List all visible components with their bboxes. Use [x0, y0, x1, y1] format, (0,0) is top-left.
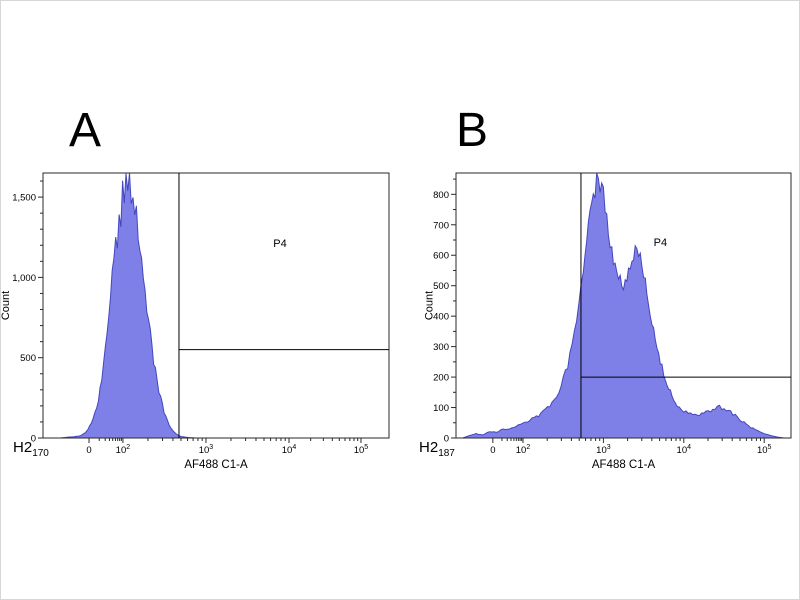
panel-a-histogram-plot: 0 500 1,000 1,500 0 102 103 104 105 P4 AF488 C1-A C…	[0, 172, 390, 471]
y-tick-label: 200	[433, 373, 449, 384]
x-tick-label: 0	[490, 445, 495, 456]
x-tick-label: 104	[677, 444, 692, 456]
panel-b-sample-label: H2187	[419, 439, 455, 459]
x-tick-label: 102	[516, 444, 531, 456]
panel-b-histogram-plot: 0 100 200 300 400 500 600 700 800 0 102 103 104 105 P4…	[423, 172, 792, 471]
panel-a-letter: A	[69, 104, 102, 157]
y-tick-label: 0	[444, 434, 449, 445]
x-tick-label: 105	[757, 444, 772, 456]
y-tick-label: 500	[20, 353, 36, 364]
x-tick-label: 103	[596, 444, 611, 456]
y-tick-label: 500	[433, 281, 449, 292]
y-tick-label: 700	[433, 220, 449, 231]
x-axis-title: AF488 C1-A	[184, 459, 248, 471]
gate-label: P4	[654, 237, 667, 249]
x-tick-label: 103	[199, 444, 214, 456]
y-tick-label: 0	[31, 434, 36, 445]
y-tick-label: 300	[433, 342, 449, 353]
sample-name: H2	[419, 439, 439, 456]
x-axis-title: AF488 C1-A	[592, 459, 656, 471]
gate-label: P4	[273, 238, 286, 250]
sample-subscript: 170	[32, 448, 49, 459]
x-tick-label: 105	[354, 444, 369, 456]
y-tick-label: 600	[433, 251, 449, 262]
plot-frame	[455, 172, 792, 439]
y-tick-label: 1,000	[12, 273, 36, 284]
y-tick-label: 800	[433, 190, 449, 201]
x-tick-label: 0	[86, 445, 91, 456]
y-axis-title: Count	[0, 291, 12, 320]
x-tick-label: 104	[282, 444, 297, 456]
histogram-area	[462, 172, 785, 439]
y-tick-label: 400	[433, 312, 449, 323]
y-axis-title: Count	[423, 291, 435, 320]
panel-a-sample-label: H2170	[13, 439, 49, 459]
sample-subscript: 187	[438, 448, 455, 459]
x-tick-label: 102	[116, 444, 131, 456]
panel-b-letter: B	[456, 104, 489, 157]
y-tick-label: 1,500	[12, 193, 36, 204]
plot-frame	[42, 172, 390, 439]
sample-name: H2	[13, 439, 33, 456]
y-tick-label: 100	[433, 403, 449, 414]
histogram-area	[60, 172, 196, 439]
